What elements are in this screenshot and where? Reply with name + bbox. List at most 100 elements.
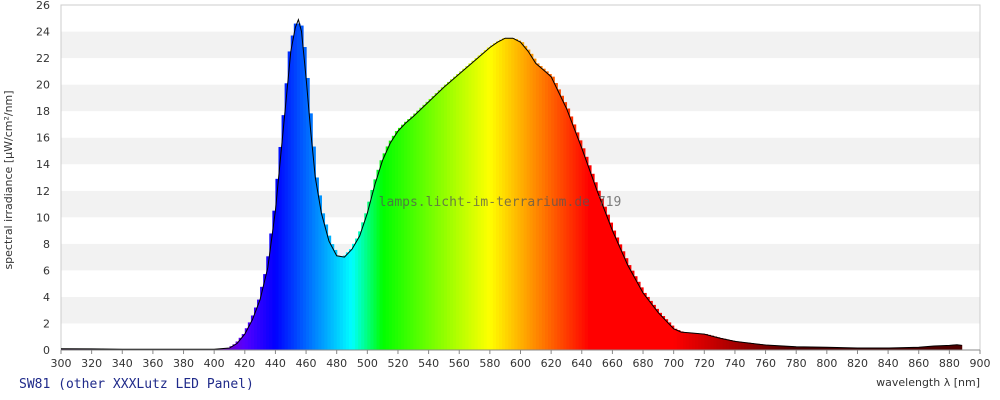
spectrum-fill-strip xyxy=(780,345,785,350)
spectrum-fill-strip xyxy=(915,347,920,350)
spectrum-fill-strip xyxy=(741,342,745,350)
spectrum-fill-strip xyxy=(468,63,473,350)
spectrum-fill-strip xyxy=(554,83,558,350)
spectrum-fill-strip xyxy=(318,195,322,350)
spectrum-fill-strip xyxy=(73,348,77,350)
spectrum-fill-strip xyxy=(646,296,650,350)
spectrum-fill-strip xyxy=(397,127,402,350)
spectrum-fill-strip xyxy=(854,347,859,350)
x-tick-label: 760 xyxy=(755,357,776,370)
spectrum-fill-strip xyxy=(401,124,405,350)
spectrum-fill-strip xyxy=(278,146,283,350)
spectrum-fill-strip xyxy=(787,346,791,350)
spectrum-fill-strip xyxy=(557,89,561,350)
spectrum-fill-strip xyxy=(802,346,806,350)
y-tick-label: 12 xyxy=(36,185,50,198)
spectrum-fill-strip xyxy=(247,322,252,350)
spectrum-fill-strip xyxy=(624,258,629,350)
x-tick-label: 300 xyxy=(51,357,72,370)
x-tick-label: 800 xyxy=(816,357,837,370)
spectrum-fill-strip xyxy=(450,79,454,350)
spectrum-series-line xyxy=(60,17,962,350)
spectrum-fill-strip xyxy=(894,347,898,350)
watermark-text: lamps.licht-im-terrarium.de 719 xyxy=(379,195,622,210)
spectrum-fill-strip xyxy=(716,337,721,350)
spectrum-fill-strip xyxy=(379,160,384,350)
spectrum-fill-strip xyxy=(361,222,365,350)
x-axis-ticks: 300 320 340 360 380 400 420 440 460 480 500 520 540 5… xyxy=(51,350,991,370)
spectrum-fill-strip xyxy=(440,87,445,350)
x-tick-label: 820 xyxy=(847,357,868,370)
spectrum-fill-strip xyxy=(388,140,393,350)
spectrum-fill-strip xyxy=(94,348,99,350)
spectrum-fill-strip xyxy=(70,348,74,350)
spectrum-fill-strip xyxy=(581,148,586,350)
spectrum-fill-strip xyxy=(223,348,228,350)
x-tick-label: 520 xyxy=(387,357,408,370)
x-tick-label: 860 xyxy=(908,357,929,370)
spectrum-fill-strip xyxy=(756,343,761,350)
spectrum-fill-strip xyxy=(312,146,316,350)
spectrum-fill-strip xyxy=(710,335,715,350)
spectrum-fill-strip xyxy=(226,348,231,350)
x-tick-label: 660 xyxy=(602,357,623,370)
spectrum-fill-strip xyxy=(287,51,292,350)
spectrum-fill-strip xyxy=(866,348,871,350)
spectrum-fill-strip xyxy=(930,346,935,350)
spectrum-fill-strip xyxy=(636,281,641,350)
spectrum-fill-strip xyxy=(793,346,797,350)
spectrum-fill-strip xyxy=(722,338,727,350)
spectrum-fill-strip xyxy=(713,336,718,350)
y-tick-label: 2 xyxy=(43,317,50,330)
spectrum-fill-strip xyxy=(845,347,849,350)
spectrum-fill-strip xyxy=(566,108,571,350)
spectrum-fill-strip xyxy=(428,98,433,350)
spectrum-fill-strip xyxy=(811,347,816,350)
y-tick-label: 14 xyxy=(36,158,50,171)
spectrum-fill-strip xyxy=(820,347,825,350)
spectrum-fill-strip xyxy=(492,43,497,350)
spectrum-fill-strip xyxy=(229,346,234,350)
spectrum-fill-strip xyxy=(765,344,770,350)
spectrum-fill-strip xyxy=(91,348,96,350)
x-tick-label: 500 xyxy=(357,357,378,370)
spectrum-fill-strip xyxy=(670,325,675,350)
spectrum-fill-strip xyxy=(606,214,610,350)
spectrum-fill-strip xyxy=(453,76,457,350)
x-tick-label: 320 xyxy=(81,357,102,370)
spectrum-fill-strip xyxy=(486,47,491,350)
spectrum-fill-strip xyxy=(600,198,604,350)
spectrum-fill-strip xyxy=(404,121,408,350)
x-tick-label: 840 xyxy=(878,357,899,370)
x-tick-label: 380 xyxy=(173,357,194,370)
spectrum-fill-strip xyxy=(707,334,712,350)
spectrum-fill-strip xyxy=(737,341,742,350)
x-axis-label: wavelength λ [nm] xyxy=(876,376,980,389)
spectrum-fill-strip xyxy=(416,110,421,350)
y-tick-label: 18 xyxy=(36,105,50,118)
spectrum-fill-strip xyxy=(612,230,617,350)
spectrum-fill-strip xyxy=(946,345,950,350)
x-tick-label: 720 xyxy=(694,357,715,370)
spectrum-fill-strip xyxy=(394,131,399,350)
spectrum-fill-strip xyxy=(688,332,693,350)
spectrum-fill-strip xyxy=(934,345,938,350)
spectrum-fill-strip xyxy=(863,348,868,350)
x-tick-label: 420 xyxy=(234,357,255,370)
spectrum-fill-strip xyxy=(682,332,687,350)
spectrum-fill-strip xyxy=(685,332,690,350)
spectrum-fill-strip xyxy=(652,304,656,350)
spectrum-fill-strip xyxy=(499,39,503,350)
spectrum-fill-strip xyxy=(241,334,246,350)
spectrum-fill-strip xyxy=(918,347,923,350)
spectrum-fill-strip xyxy=(673,328,678,350)
spectrum-fill-strip xyxy=(731,340,736,350)
spectrum-fill-strip xyxy=(952,344,957,350)
spectrum-fill-strip xyxy=(474,58,479,350)
spectrum-fill-strip xyxy=(860,348,865,350)
spectrum-fill-strip xyxy=(79,348,84,350)
spectrum-fill-strip xyxy=(508,38,512,350)
spectrum-fill-strip xyxy=(293,23,298,350)
spectrum-fill-strip xyxy=(744,342,748,350)
